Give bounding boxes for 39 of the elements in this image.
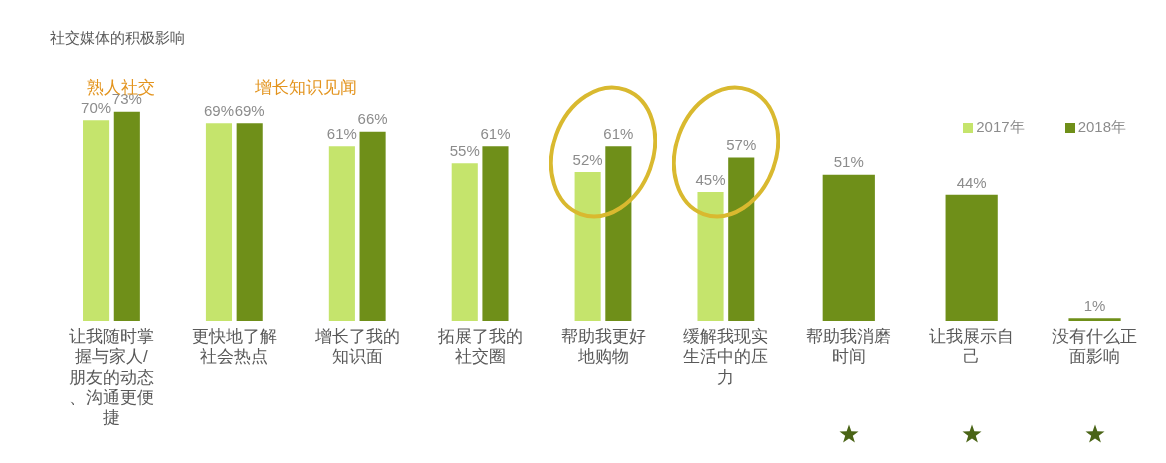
x-tick-label: 帮助我消磨时间 [806,326,892,367]
bar [328,146,355,321]
data-label: 57% [726,136,757,154]
data-label: 69% [203,101,234,119]
data-label: 1% [1083,296,1106,314]
x-tick-label: 没有什么正面影响 [1052,326,1138,367]
data-label: 66% [357,110,388,128]
x-tick-label: 增长了我的知识面 [313,326,400,367]
data-label: 51% [833,153,864,171]
bar [451,163,478,321]
x-tick-label: 让我随时掌握与家人/朋友的动态、沟通更便捷 [68,326,154,428]
bar [574,171,601,321]
bar [697,192,724,321]
data-label: 44% [956,173,987,191]
data-label: 52% [572,150,603,168]
data-label: 69% [234,101,265,119]
data-label: 45% [695,170,726,188]
bar [482,146,509,321]
text: 增长知识见闻 [253,77,357,97]
chart-title: 社交媒体的积极影响 [50,29,185,47]
x-tick-label: 拓展了我的社交圈 [436,326,523,367]
legend-label: 2018年 [1077,118,1126,137]
data-label: 61% [603,124,634,142]
data-label: 70% [81,98,112,116]
data-label: 61% [480,124,511,142]
bar [359,131,386,321]
x-tick-label: 缓解我现实生活中的压力 [683,326,769,387]
x-tick-label: 让我展示自己 [929,326,1015,367]
data-label: 55% [449,141,480,159]
bar [605,146,632,321]
data-label: 61% [326,124,357,142]
bar [113,111,140,321]
bar [205,123,233,321]
legend-label: 2017年 [976,118,1025,137]
x-tick-label: 更快地了解社会热点 [191,326,277,367]
bar [83,120,110,321]
x-tick-label: 帮助我更好地购物 [560,326,646,367]
bar [728,157,755,321]
bar [236,123,263,321]
